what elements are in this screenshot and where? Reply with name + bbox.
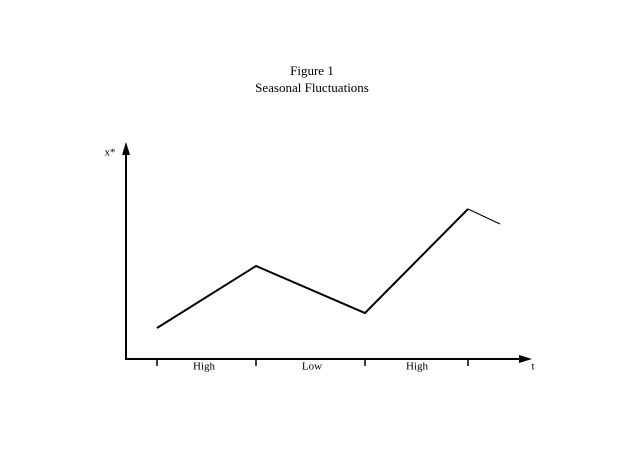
period-label: High bbox=[406, 361, 429, 373]
axes bbox=[122, 142, 532, 366]
fluctuation-line bbox=[156, 208, 469, 329]
period-label: Low bbox=[302, 361, 322, 373]
y-axis-label: x* bbox=[105, 147, 116, 159]
x-arrow bbox=[519, 355, 532, 363]
figure-title: Figure 1 bbox=[290, 63, 334, 78]
y-arrow bbox=[122, 142, 130, 155]
period-label: High bbox=[193, 361, 216, 373]
figure-subtitle: Seasonal Fluctuations bbox=[255, 80, 369, 95]
fluctuation-tail bbox=[467, 208, 501, 225]
x-axis-label: t bbox=[531, 361, 534, 373]
